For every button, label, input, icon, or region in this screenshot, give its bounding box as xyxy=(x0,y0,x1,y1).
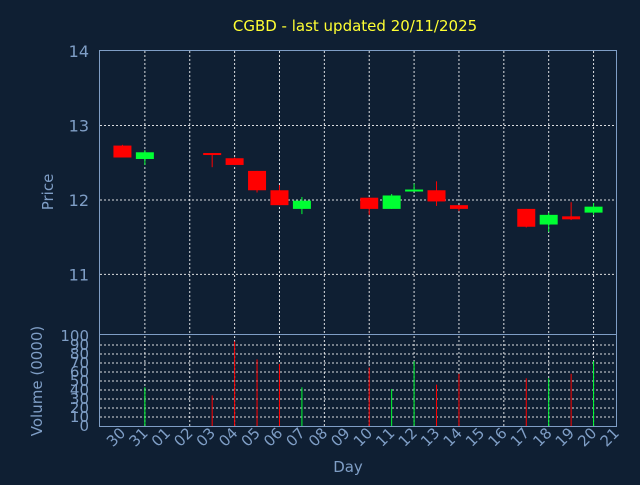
candle-body xyxy=(405,189,424,192)
price-tick-label: 11 xyxy=(69,265,89,284)
volume-tick-label: 20 xyxy=(70,399,89,417)
candle-body xyxy=(382,195,401,209)
x-axis-label: Day xyxy=(333,458,363,476)
candle-body xyxy=(539,214,558,225)
candle-body xyxy=(562,216,581,220)
day-axis-ticks: 3031010203040506070809101112131415161718… xyxy=(103,424,623,450)
volume-tick-label: 40 xyxy=(70,381,89,399)
price-tick-label: 13 xyxy=(69,116,89,135)
candle-body xyxy=(449,205,468,209)
candle-body xyxy=(113,145,132,158)
volume-tick-label: 80 xyxy=(70,345,89,363)
volume-axis-label: Volume (0000) xyxy=(28,326,46,436)
volume-gridlines xyxy=(100,336,616,426)
candle-body xyxy=(135,152,154,159)
candle-body xyxy=(360,197,379,209)
price-tick-label: 14 xyxy=(69,42,89,61)
volume-tick-label: 0 xyxy=(79,417,89,435)
volume-tick-label: 70 xyxy=(70,354,89,372)
volume-tick-label: 60 xyxy=(70,363,89,381)
price-axis-ticks: 11 12 13 14 xyxy=(69,42,89,284)
price-gridlines xyxy=(100,51,616,334)
volume-tick-label: 90 xyxy=(70,336,89,354)
price-tick-label: 12 xyxy=(69,191,89,210)
volume-tick-label: 100 xyxy=(60,327,89,345)
candle-body xyxy=(427,190,446,202)
volume-plot-frame xyxy=(99,334,617,427)
volume-tick-label: 10 xyxy=(70,408,89,426)
chart-title: CGBD - last updated 20/11/2025 xyxy=(233,17,477,35)
volume-bars xyxy=(144,341,595,426)
day-tick-label: 21 xyxy=(597,424,623,450)
volume-tick-label: 50 xyxy=(70,372,89,390)
candle-body xyxy=(517,208,536,227)
price-axis-label: Price xyxy=(39,174,57,211)
volume-tick-label: 30 xyxy=(70,390,89,408)
candle-body xyxy=(270,190,289,206)
candle-body xyxy=(584,206,603,213)
price-plot-frame xyxy=(99,50,617,335)
candle-body xyxy=(225,158,244,165)
candle-body xyxy=(248,170,267,191)
candle-body xyxy=(292,200,311,209)
candle-body xyxy=(203,153,222,156)
candles xyxy=(113,144,603,232)
